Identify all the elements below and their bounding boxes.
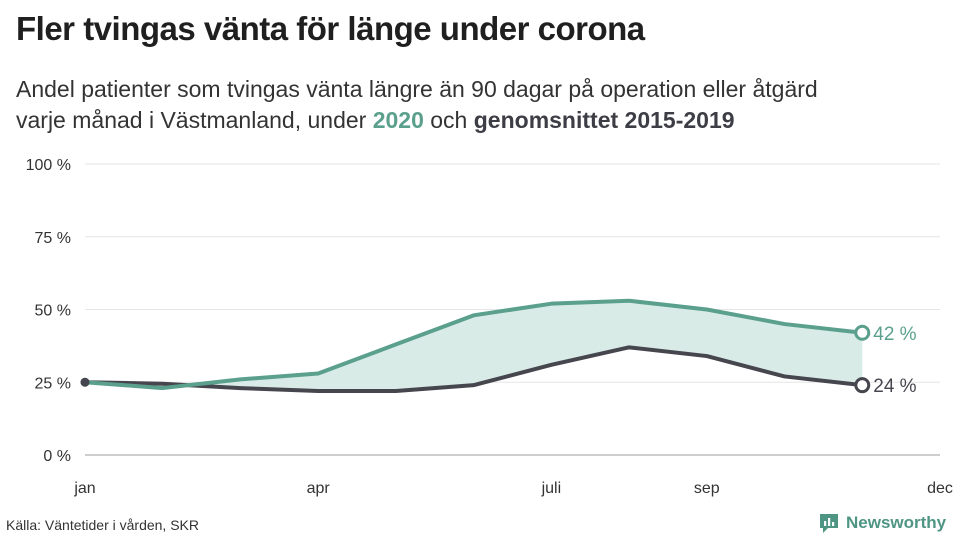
shaded-area-between-series xyxy=(85,300,863,391)
end-point-average xyxy=(854,377,871,394)
y-tick-label: 100 % xyxy=(26,157,71,174)
legend-2020: 2020 xyxy=(372,107,424,133)
source-note: Källa: Väntetider i vården, SKR xyxy=(6,517,199,533)
x-tick-label: jan xyxy=(73,480,95,497)
y-tick-label: 25 % xyxy=(35,375,71,392)
end-label-average: 24 % xyxy=(873,376,916,397)
chart-subtitle: Andel patienter som tvingas vänta längre… xyxy=(16,74,951,136)
series-line-average xyxy=(83,345,865,393)
bar-chart-icon xyxy=(820,514,838,533)
line-chart: 0 % 25 % 50 % 75 % 100 % jan apr juli sep dec 42 %… xyxy=(26,157,953,497)
x-tick-label: juli xyxy=(541,480,562,497)
start-point-average xyxy=(80,377,90,387)
series-points xyxy=(80,324,871,394)
x-tick-label: dec xyxy=(927,480,953,497)
subtitle-line1: Andel patienter som tvingas vänta längre… xyxy=(16,76,818,102)
end-point-2020 xyxy=(854,324,871,341)
x-tick-label: apr xyxy=(307,480,331,497)
subtitle-line2-prefix: varje månad i Västmanland, under xyxy=(16,107,373,133)
series-lines xyxy=(83,298,865,393)
subtitle-middle: och xyxy=(423,107,474,133)
shaded-area xyxy=(85,300,863,391)
legend-average: genomsnittet 2015-2019 xyxy=(473,107,735,133)
y-tick-label: 50 % xyxy=(35,303,71,320)
y-tick-label: 0 % xyxy=(43,448,71,465)
chart-title: Fler tvingas vänta för länge under coron… xyxy=(16,10,645,47)
x-tick-label: sep xyxy=(694,480,720,497)
end-label-2020: 42 % xyxy=(873,324,916,345)
axis-labels: 0 % 25 % 50 % 75 % 100 % jan apr juli sep dec 42 %… xyxy=(26,157,953,497)
logo-text: Newsworthy xyxy=(846,513,947,532)
series-line-2020 xyxy=(83,298,865,391)
newsworthy-logo[interactable]: Newsworthy xyxy=(818,512,946,534)
y-tick-label: 75 % xyxy=(35,230,71,247)
